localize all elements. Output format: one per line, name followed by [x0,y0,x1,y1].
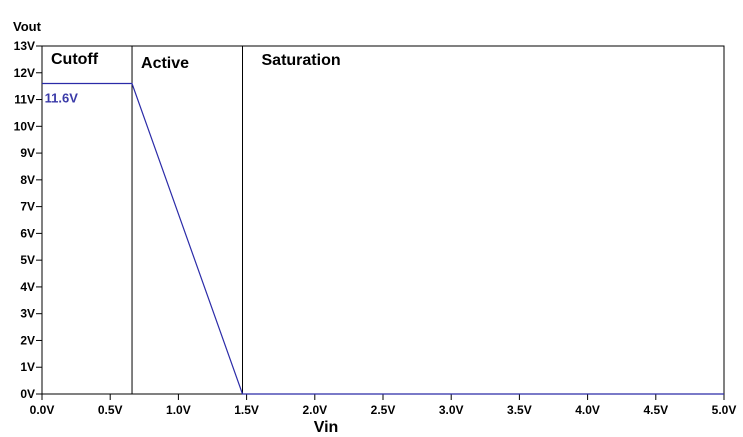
y-tick-label: 13V [14,39,35,53]
y-axis-title: Vout [13,19,42,34]
y-axis-ticks: 0V 1V 2V 3V 4V 5V 6V 7V 8V 9V 10V 11V 12V 13V [14,39,42,401]
y-tick-label: 4V [20,280,35,294]
y-tick-label: 12V [14,66,35,80]
x-tick-label: 4.5V [643,403,668,417]
y-tick-label: 0V [20,387,35,401]
region-label-saturation: Saturation [262,52,341,69]
y-tick-label: 5V [20,253,35,267]
x-tick-label: 2.5V [371,403,396,417]
x-tick-label: 2.0V [302,403,327,417]
x-tick-label: 3.5V [507,403,532,417]
y-tick-label: 3V [20,307,35,321]
y-tick-label: 11V [14,93,35,107]
region-label-active: Active [141,55,189,72]
annotations: 11.6V [45,90,79,105]
y-tick-label: 9V [20,146,35,160]
y-tick-label: 1V [20,360,35,374]
y-tick-label: 7V [20,200,35,214]
y-tick-label: 10V [14,119,35,133]
series-group [42,82,724,395]
region-dividers [131,46,244,394]
region-label-cutoff: Cutoff [51,51,99,68]
x-axis-ticks: 0.0V 0.5V 1.0V 1.5V 2.0V 2.5V 3.0V 3.5V 4.0V 4.5V… [30,394,737,417]
x-tick-label: 3.0V [439,403,464,417]
x-tick-label: 5.0V [712,403,737,417]
x-axis-title: Vin [314,419,339,436]
transfer-curve-line [42,82,724,395]
x-tick-label: 1.0V [166,403,191,417]
value-annotation: 11.6V [45,90,79,105]
x-tick-label: 0.0V [30,403,55,417]
region-labels: Cutoff Active Saturation [51,51,341,72]
y-tick-label: 2V [20,333,35,347]
y-tick-label: 8V [20,173,35,187]
y-tick-label: 6V [20,226,35,240]
plot-area [41,45,725,395]
x-tick-label: 4.0V [575,403,600,417]
x-tick-label: 0.5V [98,403,123,417]
x-tick-label: 1.5V [234,403,259,417]
